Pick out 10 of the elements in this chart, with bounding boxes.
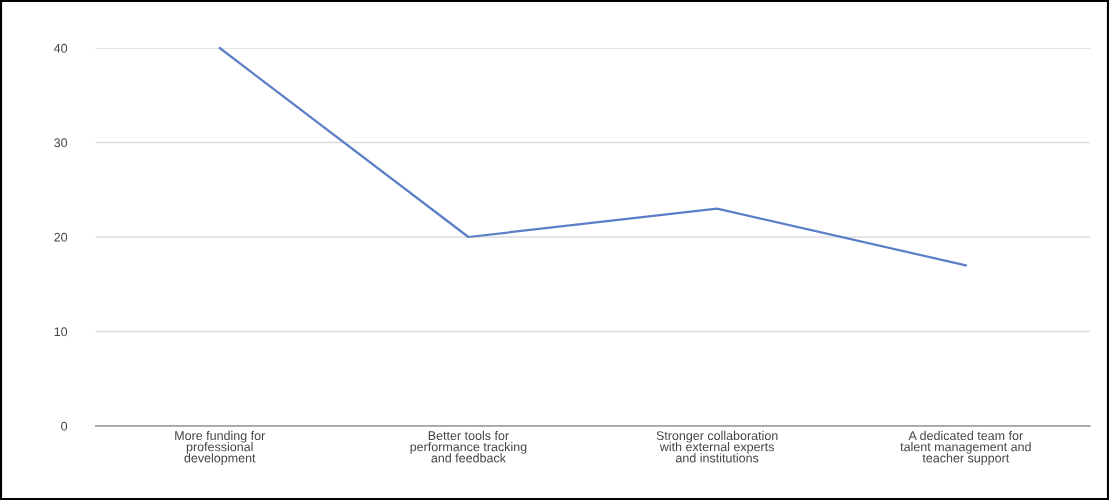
x-tick-label: A dedicated team for talent management and teacher support: [900, 430, 1031, 465]
y-tick-label: 20: [54, 232, 68, 242]
y-tick-label: 30: [54, 138, 68, 148]
x-tick-label: Stronger collaboration with external experts and institutions: [656, 430, 778, 463]
line-series: [218, 46, 967, 267]
x-tick-label: More funding for professional development: [175, 430, 266, 465]
y-tick-label: 10: [54, 327, 68, 337]
y-tick-label: 40: [53, 43, 68, 53]
y-tick-label: 0: [61, 421, 68, 431]
x-tick-label: Better tools for performance tracking and feedback: [410, 430, 527, 463]
